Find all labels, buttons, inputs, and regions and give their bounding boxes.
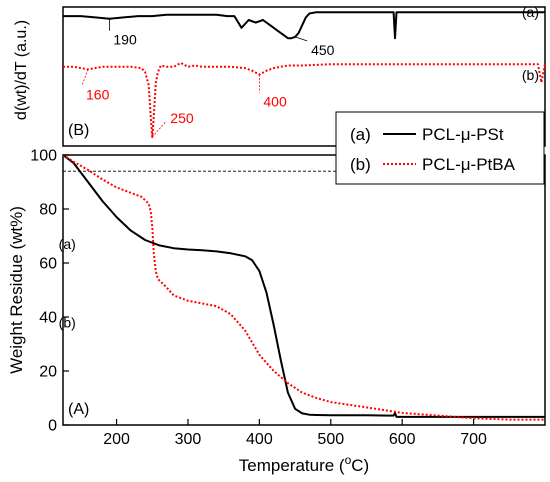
x-axis-title-main: Temperature (	[239, 456, 345, 475]
panel-a-frame	[62, 154, 546, 426]
legend-label-a: PCL-μ-PSt	[422, 125, 504, 144]
legend: (a) PCL-μ-PSt (b) PCL-μ-PtBA	[335, 111, 545, 185]
panel-b-annotations-layer: 190 450 160 400 250	[81, 18, 335, 138]
panel-b-series-layer	[63, 11, 546, 138]
y-axis-title: Weight Residue (wt%)	[7, 206, 26, 374]
annotation-190: 190	[113, 32, 137, 48]
annotation-leader-450	[294, 36, 308, 42]
x-tick-label-700: 700	[460, 431, 487, 448]
x-tick-label-600: 600	[389, 431, 416, 448]
legend-tag-a: (a)	[350, 125, 371, 144]
annotation-160: 160	[86, 86, 110, 102]
annotation-400: 400	[263, 94, 287, 110]
panel-b-series-a-line	[63, 11, 545, 40]
panel-a-curve-label-a: (a)	[59, 236, 76, 252]
panel-b-y-axis-label: d(wt)/dT (a.u.)	[13, 20, 30, 120]
x-tick-label-300: 300	[175, 431, 202, 448]
y-tick-label-60: 60	[39, 256, 57, 273]
x-axis-title-unit: C)	[351, 456, 369, 475]
legend-tag-b: (b)	[350, 155, 371, 174]
y-axis-ticks: 0 20 40 60 80 100	[30, 148, 69, 435]
panel-a-series-b-line	[62, 154, 545, 421]
x-tick-label-500: 500	[317, 431, 344, 448]
y-tick-label-0: 0	[48, 418, 57, 435]
panel-b-frame	[62, 6, 546, 147]
panel-a-label: (A)	[68, 401, 89, 418]
panel-b: 190 450 160 400 250 (a) (b) (B) d(wt)/dT (a.…	[13, 4, 546, 147]
legend-box	[335, 111, 545, 185]
annotation-450: 450	[311, 42, 335, 58]
legend-label-b: PCL-μ-PtBA	[422, 155, 516, 174]
annotation-250: 250	[170, 110, 194, 126]
y-tick-label-20: 20	[39, 364, 57, 381]
annotation-leader-160	[81, 69, 89, 86]
panel-a-curve-label-b: (b)	[59, 314, 76, 330]
panel-b-label: (B)	[68, 122, 89, 139]
y-tick-label-40: 40	[39, 310, 57, 327]
x-axis-title: Temperature (oC)	[239, 453, 369, 475]
y-tick-label-80: 80	[39, 202, 57, 219]
x-tick-label-400: 400	[246, 431, 273, 448]
panel-b-curve-tag-b: (b)	[522, 67, 539, 83]
panel-b-series-b-line	[63, 61, 546, 138]
panel-a-series-layer	[62, 154, 545, 421]
x-axis-title-degree: o	[345, 453, 352, 467]
panel-a-series-a-line	[62, 154, 545, 418]
y-tick-label-100: 100	[30, 148, 57, 165]
x-tick-label-200: 200	[103, 431, 130, 448]
panel-b-curve-tag-a: (a)	[522, 4, 539, 20]
annotation-leader-250	[151, 120, 167, 138]
x-axis-ticks: 200 300 400 500 600 700	[103, 419, 487, 448]
